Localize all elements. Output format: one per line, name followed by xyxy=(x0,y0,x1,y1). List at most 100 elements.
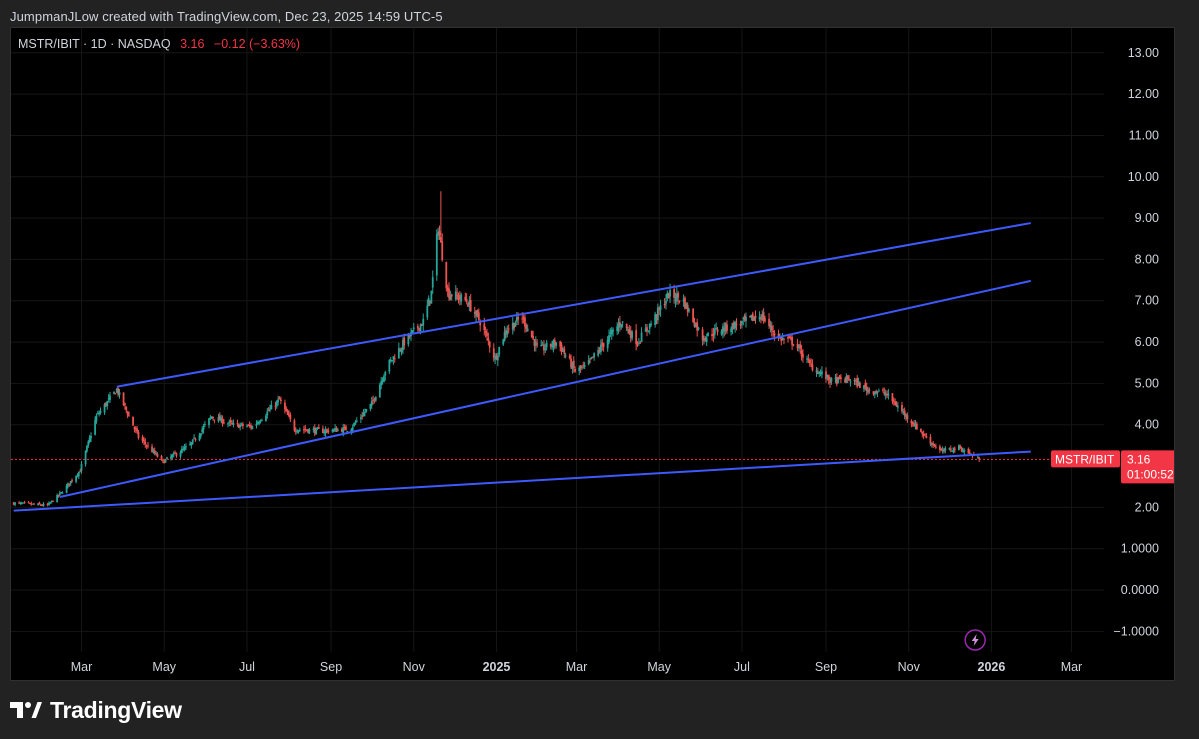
candle-body xyxy=(849,381,852,383)
price-axis[interactable]: 13.00 12.00 11.00 10.00 9.00 8.00 7.00 6.00 5.00… xyxy=(1113,46,1159,639)
candle-body xyxy=(296,431,299,433)
candle xyxy=(431,270,434,294)
candle xyxy=(307,428,309,434)
candle-body xyxy=(448,288,450,298)
candle-body xyxy=(153,450,156,454)
candle-body xyxy=(403,337,406,346)
candle xyxy=(734,320,737,333)
candle xyxy=(953,446,956,453)
candle xyxy=(212,416,214,421)
candle xyxy=(593,352,596,361)
price-tag-symbol: MSTR/IBIT xyxy=(1055,452,1115,466)
candle xyxy=(704,336,707,342)
candle-body xyxy=(191,439,194,444)
candle xyxy=(962,447,964,453)
candle-body xyxy=(52,500,54,502)
candle-body xyxy=(449,295,452,300)
price-chart[interactable]: 13.00 12.00 11.00 10.00 9.00 8.00 7.00 6.00 5.00… xyxy=(11,28,1193,680)
candle-body xyxy=(88,437,91,442)
candle xyxy=(957,444,960,451)
lightning-icon[interactable] xyxy=(964,629,986,651)
candle-body xyxy=(667,293,670,299)
candle-body xyxy=(749,316,751,318)
candle xyxy=(868,387,871,394)
candle-body xyxy=(229,420,232,423)
candle-body xyxy=(705,337,708,342)
candle-body xyxy=(707,332,709,336)
candle xyxy=(152,448,155,454)
candle-body xyxy=(389,359,392,362)
candle xyxy=(166,456,168,460)
candle-body xyxy=(362,412,365,416)
candle-body xyxy=(246,426,248,428)
candle xyxy=(884,389,887,400)
candle-body xyxy=(848,378,850,381)
x-tick-label: Sep xyxy=(320,660,342,674)
candle xyxy=(315,427,318,435)
candle xyxy=(284,399,286,414)
candle xyxy=(464,292,467,302)
candle xyxy=(941,446,944,454)
candle-body xyxy=(126,411,129,416)
candle xyxy=(563,346,566,358)
candle xyxy=(199,433,202,439)
candle-body xyxy=(730,328,732,332)
candle xyxy=(598,347,601,354)
candle-body xyxy=(726,324,728,331)
candle-body xyxy=(67,483,69,487)
candle-body xyxy=(75,475,77,482)
symbol-legend[interactable]: MSTR/IBIT · 1D · NASDAQ 3.16 −0.12 (−3.6… xyxy=(18,37,300,51)
candle xyxy=(640,327,643,343)
candle xyxy=(834,374,837,384)
candle xyxy=(467,302,469,308)
candle-body xyxy=(944,448,947,451)
candle xyxy=(353,422,355,428)
candle xyxy=(241,421,244,430)
symbol-name: MSTR/IBIT · 1D · NASDAQ xyxy=(18,37,171,51)
candle xyxy=(220,414,223,424)
candle xyxy=(694,322,697,328)
candle xyxy=(334,424,337,432)
candle-body xyxy=(151,446,153,453)
candle xyxy=(237,423,240,429)
candle-body xyxy=(517,316,520,320)
candle xyxy=(475,309,478,323)
candle xyxy=(80,461,83,474)
candle xyxy=(487,332,490,346)
candle-body xyxy=(762,312,765,321)
candle xyxy=(256,420,259,425)
candle-body xyxy=(514,323,517,327)
candle-body xyxy=(526,328,529,332)
candle-body xyxy=(350,429,353,433)
candle xyxy=(533,338,536,352)
candle xyxy=(189,441,191,446)
candle-body xyxy=(735,324,738,326)
candle-body xyxy=(541,344,544,346)
candle xyxy=(445,261,448,292)
trendlines[interactable] xyxy=(13,222,1031,512)
candle-body xyxy=(42,503,45,506)
candle-body xyxy=(647,330,650,332)
candle xyxy=(591,356,594,359)
candle-body xyxy=(274,405,277,407)
chart-frame[interactable]: 13.00 12.00 11.00 10.00 9.00 8.00 7.00 6.00 5.00… xyxy=(10,27,1193,681)
y-tick-label: 13.00 xyxy=(1128,46,1159,60)
price-tag-symbol-bg xyxy=(1051,450,1120,468)
candle xyxy=(247,424,250,427)
candle xyxy=(745,312,747,328)
candle-body xyxy=(859,382,861,388)
candle xyxy=(511,317,514,335)
time-axis[interactable]: Mar May Jul Sep Nov 2025 Mar May Jul Sep Nov 2026 Ma… xyxy=(71,660,1082,674)
candle xyxy=(289,412,292,423)
candle-body xyxy=(911,422,914,425)
candle-body xyxy=(731,322,734,330)
candle xyxy=(125,405,128,413)
candle xyxy=(75,475,77,484)
candle xyxy=(147,442,149,449)
candle xyxy=(742,316,745,326)
y-tick-label: −1.0000 xyxy=(1113,624,1159,638)
candle xyxy=(202,423,205,434)
candle xyxy=(446,284,449,297)
candle-body xyxy=(922,433,925,436)
candle-body xyxy=(711,333,713,336)
